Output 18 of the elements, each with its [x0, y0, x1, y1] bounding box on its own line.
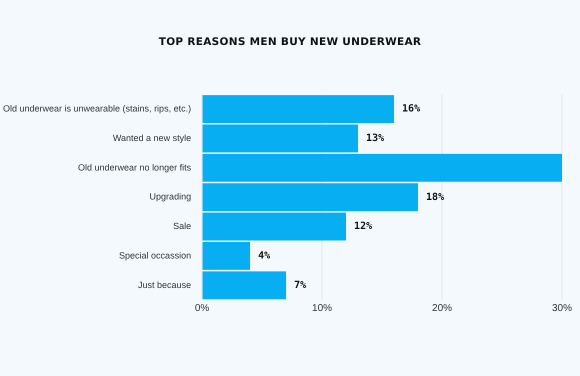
y-tick-label: Upgrading: [150, 192, 192, 202]
y-tick-label: Old underwear no longer fits: [78, 162, 192, 172]
x-tick-label: 10%: [312, 302, 332, 314]
x-tick-label: 30%: [552, 302, 572, 314]
y-tick-label: Just because: [138, 280, 192, 290]
x-tick-label: 0%: [194, 302, 210, 314]
data-label: 7%: [294, 280, 306, 291]
data-label: 4%: [258, 250, 270, 262]
data-label: 13%: [366, 133, 384, 144]
y-tick-label: Wanted a new style: [112, 132, 192, 143]
chart-title: TOP REASONS MEN BUY NEW UNDERWEAR: [158, 36, 422, 48]
data-label: 18%: [426, 192, 444, 203]
x-tick-label: 20%: [432, 302, 452, 314]
y-tick-label: Old underwear is unwearable (stains, rips, etc.): [2, 104, 192, 114]
y-tick-label: Sale: [173, 221, 192, 232]
y-tick-label: Special occassion: [119, 250, 192, 260]
data-label: 16%: [402, 104, 420, 115]
data-label: 12%: [354, 221, 372, 232]
